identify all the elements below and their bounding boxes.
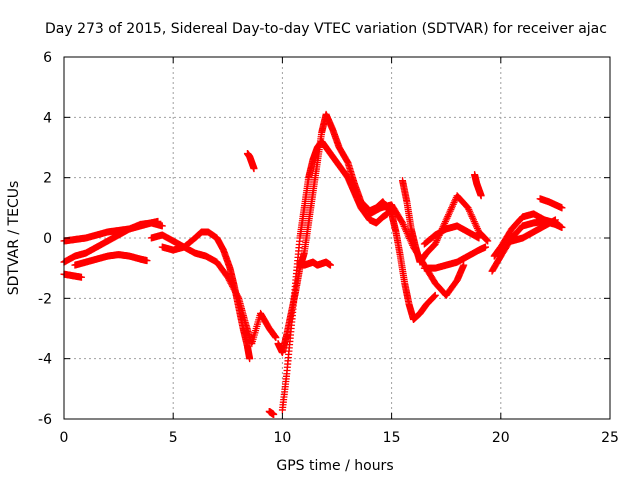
data-point bbox=[551, 216, 559, 224]
data-point bbox=[250, 165, 258, 173]
data-point bbox=[477, 192, 485, 200]
y-tick-label: 6 bbox=[43, 50, 52, 66]
data-point bbox=[270, 410, 278, 418]
data-point bbox=[398, 218, 406, 226]
x-axis-label: GPS time / hours bbox=[276, 458, 393, 474]
data-point bbox=[246, 355, 254, 363]
series-arc-19 bbox=[508, 216, 559, 245]
y-axis-label: SDTVAR / TECUs bbox=[6, 181, 22, 296]
x-tick-label: 25 bbox=[601, 430, 619, 446]
data-point bbox=[484, 237, 492, 245]
data-point bbox=[475, 234, 483, 242]
data-point bbox=[460, 261, 468, 269]
y-tick-label: -6 bbox=[38, 412, 52, 428]
chart-title: Day 273 of 2015, Sidereal Day-to-day VTE… bbox=[45, 21, 607, 37]
y-tick-label: -4 bbox=[38, 352, 52, 368]
data-point bbox=[326, 261, 334, 269]
series-arc-11 bbox=[296, 258, 334, 269]
data-point bbox=[482, 243, 490, 251]
x-tick-label: 5 bbox=[169, 430, 178, 446]
data-point bbox=[272, 334, 280, 342]
data-point bbox=[143, 257, 151, 265]
series-arc-8 bbox=[265, 407, 278, 418]
series-arc-20 bbox=[536, 195, 566, 212]
y-tick-label: -2 bbox=[38, 291, 52, 307]
data-point bbox=[383, 210, 391, 218]
y-tick-label: 2 bbox=[43, 171, 52, 187]
y-tick-label: 4 bbox=[43, 110, 52, 126]
series-arc-14 bbox=[420, 243, 490, 272]
series-arc-16 bbox=[471, 171, 485, 200]
series-arc-15 bbox=[420, 222, 483, 248]
data-point bbox=[558, 204, 566, 212]
x-tick-label: 15 bbox=[383, 430, 401, 446]
data-point bbox=[77, 273, 85, 281]
data-point bbox=[158, 222, 166, 230]
data-point bbox=[556, 222, 564, 230]
series-arc-6 bbox=[158, 228, 254, 363]
series-arc-10 bbox=[278, 137, 391, 414]
axis-ticks: 0 5 10 15 20 25 -6 -4 -2 0 2 4 6 bbox=[38, 50, 619, 446]
series-arc-3 bbox=[60, 270, 85, 281]
data-point bbox=[431, 291, 439, 299]
x-tick-label: 20 bbox=[492, 430, 510, 446]
x-tick-label: 10 bbox=[273, 430, 291, 446]
data-points bbox=[60, 110, 566, 418]
series-arc-4 bbox=[71, 251, 151, 269]
y-tick-label: 0 bbox=[43, 231, 52, 247]
series-arc-2 bbox=[60, 219, 166, 266]
series-arc-7 bbox=[243, 150, 258, 173]
x-tick-label: 0 bbox=[60, 430, 69, 446]
